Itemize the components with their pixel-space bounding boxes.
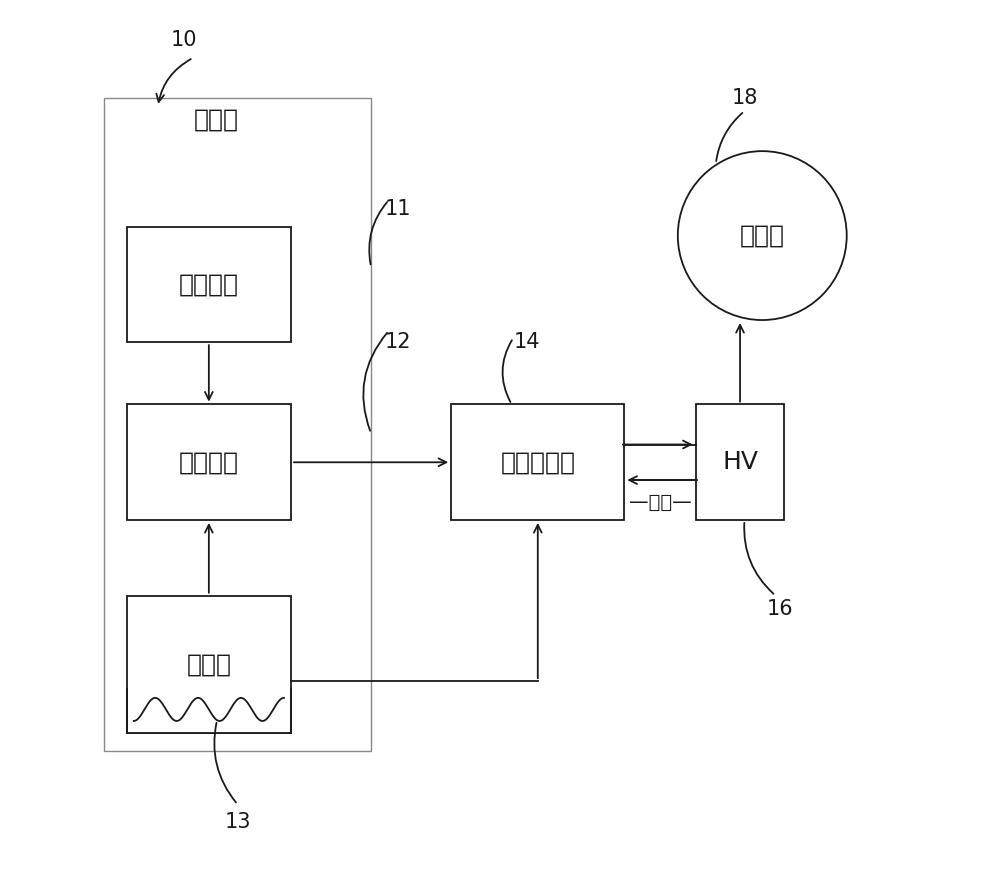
Text: 10: 10: [171, 30, 198, 50]
Bar: [127, 227, 291, 342]
Text: 控制台: 控制台: [194, 108, 239, 132]
Text: 12: 12: [385, 332, 411, 352]
Bar: [127, 404, 291, 520]
Bar: [128, 691, 289, 733]
Text: 查找表: 查找表: [186, 653, 231, 677]
Text: 机架处理器: 机架处理器: [500, 451, 575, 474]
Text: 射线管: 射线管: [740, 224, 785, 247]
Text: 16: 16: [767, 599, 793, 619]
Text: 用户接口: 用户接口: [179, 273, 239, 296]
Text: HV: HV: [722, 451, 758, 474]
Bar: [696, 404, 784, 520]
Text: 14: 14: [513, 332, 540, 352]
Bar: [451, 404, 624, 520]
Bar: [104, 98, 371, 751]
Text: 11: 11: [385, 199, 411, 219]
Text: 18: 18: [731, 88, 758, 108]
Text: 主处理器: 主处理器: [179, 451, 239, 474]
Text: —反馈—: —反馈—: [629, 493, 691, 512]
Bar: [127, 596, 291, 733]
Circle shape: [678, 151, 847, 320]
Text: 13: 13: [224, 813, 251, 832]
